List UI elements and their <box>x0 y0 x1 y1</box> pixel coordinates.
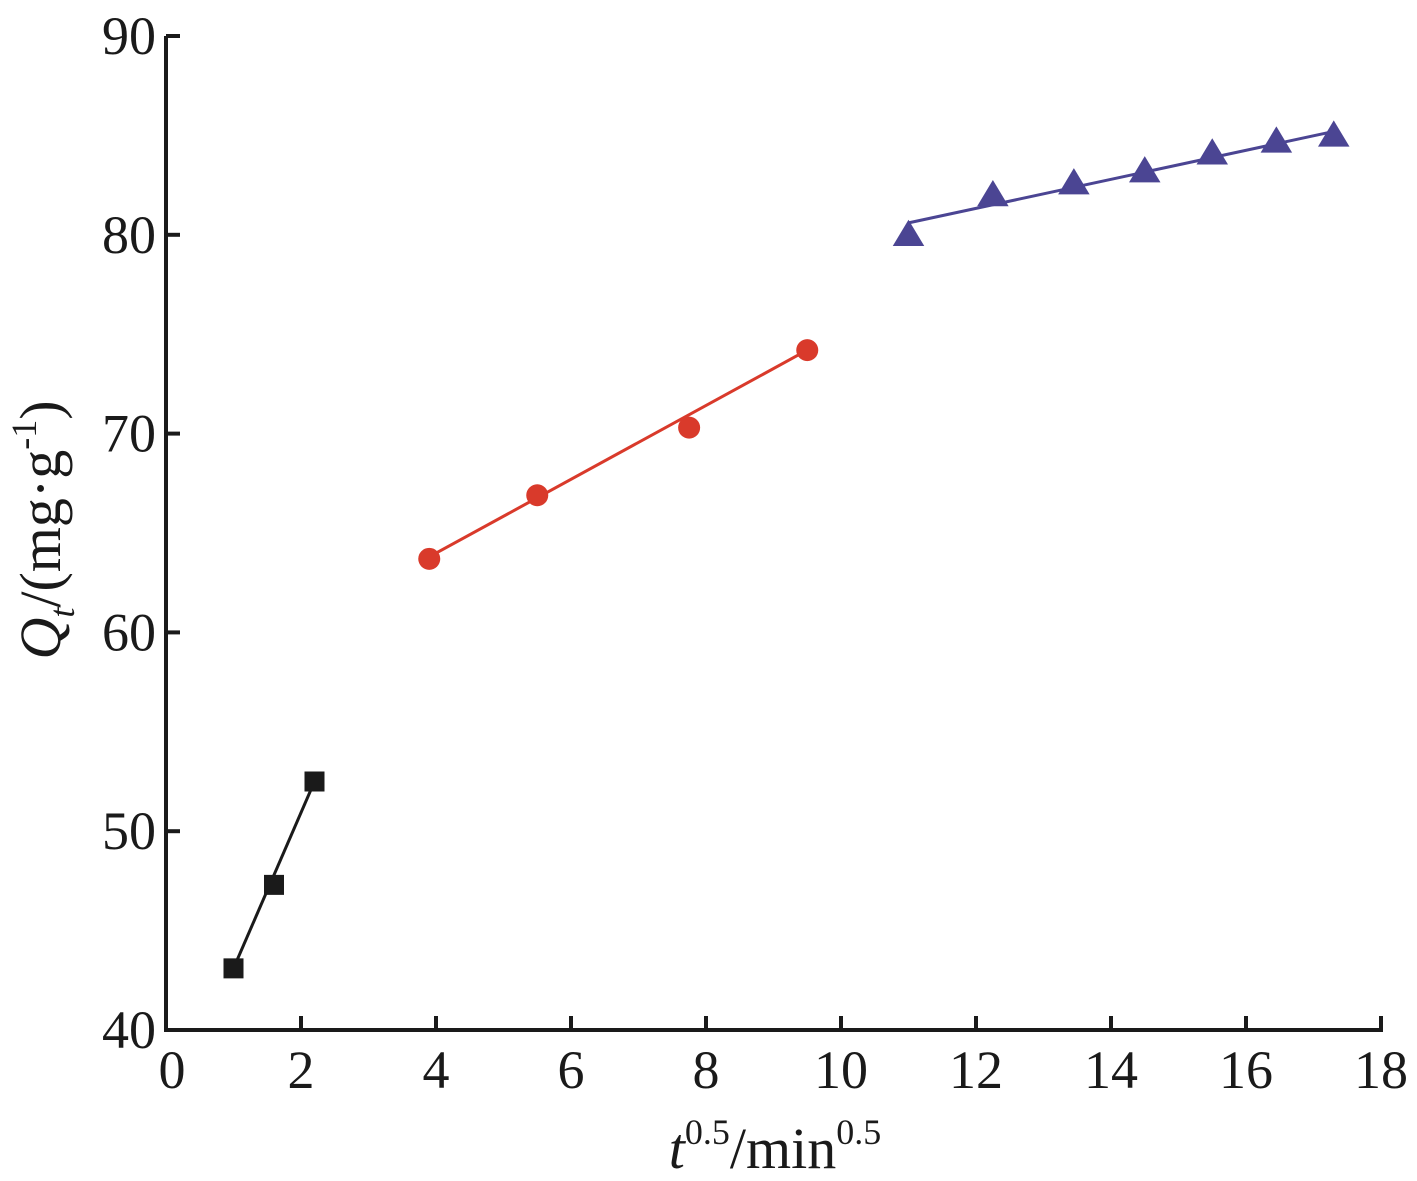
data-point-triangle <box>1318 120 1350 147</box>
data-point-triangle <box>1260 126 1293 153</box>
fit-line <box>908 129 1335 225</box>
x-axis-label-var: t <box>669 1116 687 1181</box>
data-point-triangle <box>1196 138 1228 165</box>
x-axis-label-unit: /min <box>730 1116 836 1181</box>
data-point-triangle <box>977 180 1009 207</box>
x-tick-label: 0 <box>159 1040 186 1100</box>
y-tick-label: 50 <box>102 801 156 861</box>
fit-lines <box>232 129 1335 969</box>
x-tick-label: 12 <box>949 1040 1003 1100</box>
x-tick-label: 8 <box>693 1040 720 1100</box>
data-point-circle <box>678 416 701 439</box>
x-axis-label-sup1: 0.5 <box>685 1112 730 1152</box>
axes <box>164 36 1383 1032</box>
x-tick-label: 10 <box>814 1040 868 1100</box>
x-tick-label: 2 <box>288 1040 315 1100</box>
y-axis-label: Qt/(mg·g-1) <box>4 400 82 659</box>
tick-labels: 0 2 4 6 8 10 12 14 16 18 40 50 60 70 80 90 <box>102 6 1408 1100</box>
markers <box>223 120 1350 979</box>
x-tick-label: 4 <box>423 1040 450 1100</box>
y-axis-label-close: ) <box>8 400 73 419</box>
data-point-circle <box>526 484 549 507</box>
y-tick-label: 60 <box>102 602 156 662</box>
data-point-square <box>223 958 244 979</box>
ticks <box>166 34 1383 1032</box>
data-point-circle <box>796 339 819 362</box>
y-axis-label-sup: -1 <box>4 420 44 450</box>
y-tick-label: 70 <box>102 404 156 464</box>
y-tick-label: 90 <box>102 6 156 66</box>
x-axis-label: t0.5/min0.5 <box>669 1112 881 1181</box>
y-axis-label-unit: /(mg·g <box>8 450 73 608</box>
data-point-circle <box>418 547 441 570</box>
y-axis-label-var: Q <box>8 618 73 660</box>
data-point-square <box>264 874 284 895</box>
x-tick-label: 16 <box>1219 1040 1273 1100</box>
data-point-triangle <box>892 219 925 247</box>
x-tick-label: 6 <box>558 1040 585 1100</box>
x-tick-label: 18 <box>1354 1040 1408 1100</box>
y-tick-label: 40 <box>102 1000 156 1060</box>
y-axis-label-sub: t <box>42 607 82 618</box>
data-point-triangle <box>1129 156 1161 183</box>
y-tick-label: 80 <box>102 205 156 265</box>
fit-line <box>428 348 808 559</box>
data-point-square <box>304 771 325 792</box>
data-point-triangle <box>1058 168 1090 195</box>
x-tick-label: 14 <box>1084 1040 1138 1100</box>
x-axis-label-sup2: 0.5 <box>836 1112 881 1152</box>
